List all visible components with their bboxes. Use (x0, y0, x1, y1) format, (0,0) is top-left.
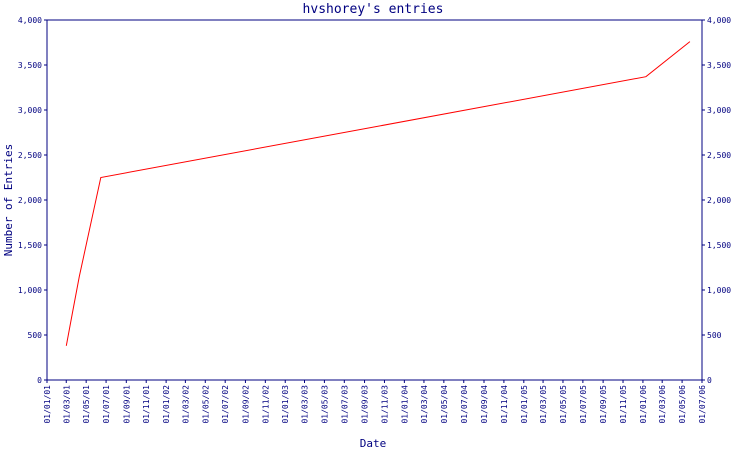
x-tick-label: 01/07/04 (460, 385, 469, 424)
x-tick-label: 01/03/06 (658, 385, 667, 424)
x-tick-label: 01/07/06 (698, 385, 707, 424)
y-tick-label-right: 500 (707, 331, 722, 340)
x-tick-label: 01/03/02 (181, 385, 190, 424)
y-tick-label-right: 3,000 (707, 106, 731, 115)
x-tick-label: 01/05/03 (320, 385, 329, 424)
x-tick-label: 01/03/01 (62, 385, 71, 424)
x-axis-title: Date (360, 437, 387, 450)
y-tick-label-left: 500 (28, 331, 43, 340)
series-layer (65, 41, 691, 346)
x-tick-label: 01/07/01 (102, 385, 111, 424)
y-tick-label-right: 2,500 (707, 151, 731, 160)
y-tick-label-left: 4,000 (18, 16, 42, 25)
x-tick-label: 01/05/04 (440, 385, 449, 424)
y-axis-ticks: 0 0 500 500 1,000 1,000 1,500 1,500 2,000 2,000 2,… (18, 16, 731, 385)
x-tick-label: 01/01/03 (281, 385, 290, 424)
x-tick-label: 01/05/06 (678, 385, 687, 424)
y-tick-label-left: 0 (37, 376, 42, 385)
x-tick-label: 01/09/04 (480, 385, 489, 424)
x-tick-label: 01/03/04 (420, 385, 429, 424)
y-tick-label-right: 2,000 (707, 196, 731, 205)
y-tick-label-right: 0 (707, 376, 712, 385)
x-tick-label: 01/01/01 (43, 385, 52, 424)
y-tick-label-right: 4,000 (707, 16, 731, 25)
y-tick-label-left: 3,000 (18, 106, 42, 115)
y-tick-label-left: 2,000 (18, 196, 42, 205)
x-tick-label: 01/01/02 (162, 385, 171, 424)
x-tick-label: 01/07/05 (579, 385, 588, 424)
y-tick-label-right: 1,000 (707, 286, 731, 295)
y-tick-label-left: 2,500 (18, 151, 42, 160)
x-tick-label: 01/07/02 (221, 385, 230, 424)
x-tick-label: 01/09/02 (241, 385, 250, 424)
x-tick-label: 01/11/04 (500, 385, 509, 424)
x-axis-ticks: 01/01/01 01/03/01 01/05/01 01/07/01 01/09/01… (43, 380, 707, 424)
chart-title: hvshorey's entries (303, 2, 444, 17)
y-tick-label-right: 3,500 (707, 61, 731, 70)
x-tick-label: 01/05/05 (559, 385, 568, 424)
x-tick-label: 01/09/01 (122, 385, 131, 424)
y-axis-title: Number of Entries (2, 144, 15, 257)
x-tick-label: 01/05/01 (82, 385, 91, 424)
x-tick-label: 01/11/05 (619, 385, 628, 424)
x-tick-label: 01/03/05 (539, 385, 548, 424)
series-line (65, 41, 691, 346)
x-tick-label: 01/01/05 (520, 385, 529, 424)
x-tick-label: 01/05/02 (201, 385, 210, 424)
y-tick-label-left: 1,000 (18, 286, 42, 295)
x-tick-label: 01/07/03 (340, 385, 349, 424)
x-tick-label: 01/01/04 (400, 385, 409, 424)
plot-frame (46, 19, 703, 381)
y-tick-label-left: 1,500 (18, 241, 42, 250)
y-tick-label-right: 1,500 (707, 241, 731, 250)
x-tick-label: 01/09/03 (361, 385, 370, 424)
x-tick-label: 01/11/02 (261, 385, 270, 424)
x-tick-label: 01/11/03 (380, 385, 389, 424)
x-tick-label: 01/09/05 (599, 385, 608, 424)
x-tick-label: 01/11/01 (142, 385, 151, 424)
x-tick-label: 01/03/03 (300, 385, 309, 424)
x-tick-label: 01/01/06 (639, 385, 648, 424)
y-tick-label-left: 3,500 (18, 61, 42, 70)
